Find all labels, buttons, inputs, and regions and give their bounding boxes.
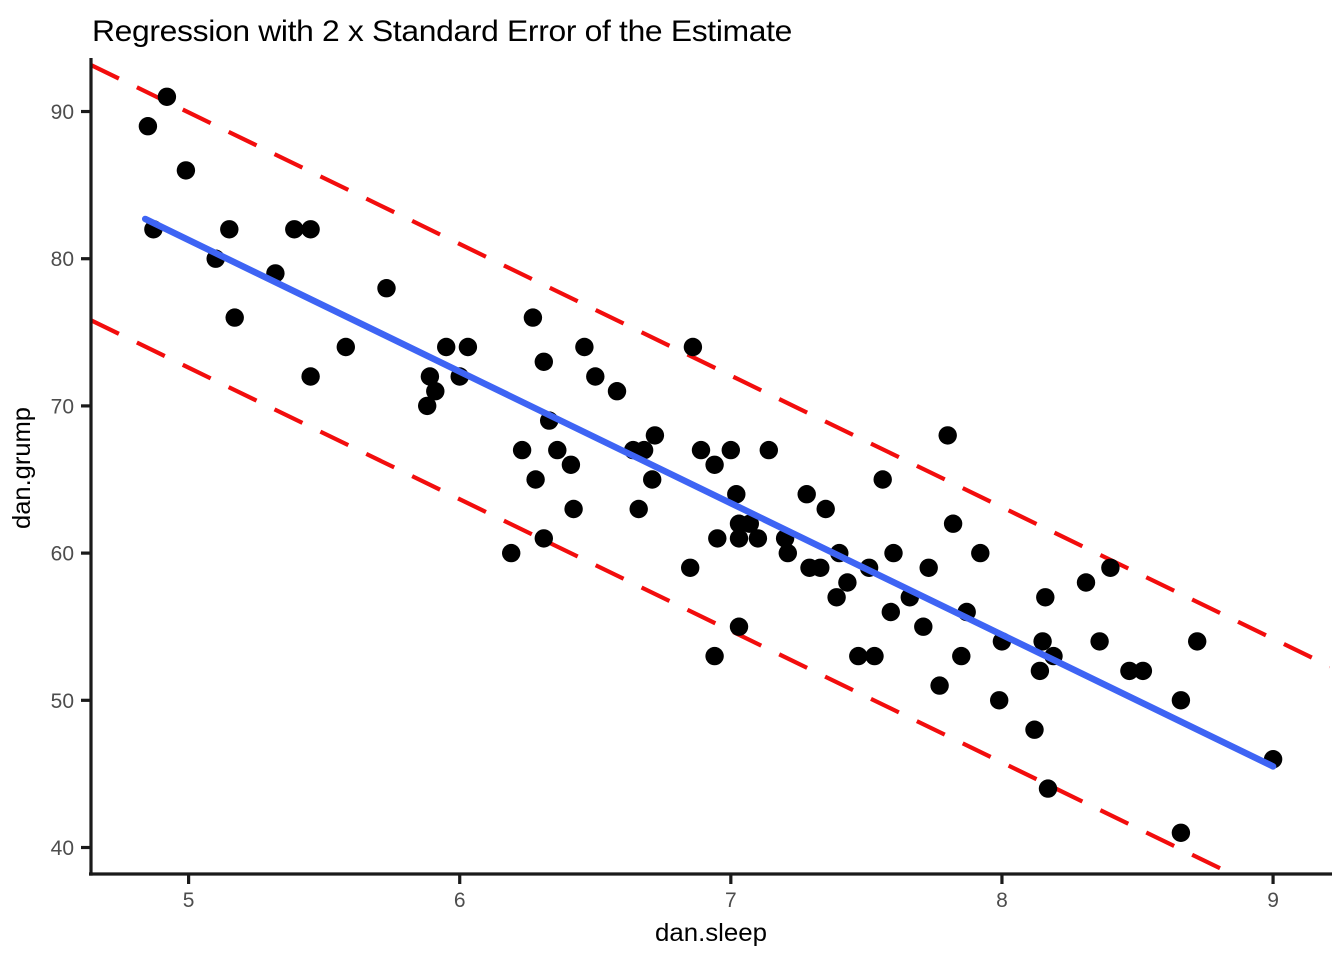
scatter-point: [301, 220, 320, 239]
y-tick-label: 70: [51, 395, 74, 418]
scatter-point: [645, 426, 665, 445]
scatter-point: [838, 573, 857, 592]
scatter-point: [1171, 823, 1191, 842]
scatter-point: [426, 382, 445, 401]
scatter-point: [534, 529, 553, 548]
scatter-point: [1025, 720, 1044, 739]
scatter-point: [952, 646, 971, 666]
y-axis-title: dan.grump: [8, 407, 36, 529]
scatter-point: [683, 337, 703, 357]
x-tick-label: 6: [454, 889, 466, 912]
x-tick-label: 9: [1267, 889, 1279, 912]
chart-title: Regression with 2 x Standard Error of th…: [92, 15, 792, 48]
scatter-point: [691, 440, 711, 460]
regression-line: [141, 215, 1277, 770]
scatter-point: [512, 440, 532, 460]
scatter-point: [816, 499, 835, 519]
scatter-point: [705, 455, 724, 474]
scatter-point: [575, 337, 594, 357]
scatter-point: [548, 440, 567, 460]
scatter-point: [561, 455, 581, 474]
scatter-point: [526, 470, 545, 489]
scatter-point: [681, 558, 700, 577]
scatter-point: [1030, 661, 1050, 681]
scatter-point: [884, 543, 903, 563]
scatter-point: [523, 308, 543, 327]
scatter-point: [607, 382, 627, 401]
scatter-point: [336, 337, 355, 357]
scatter-point: [729, 617, 749, 636]
scatter-point: [797, 485, 816, 504]
scatter-point: [1120, 661, 1139, 681]
scatter-point: [285, 220, 304, 239]
scatter-point: [138, 117, 158, 136]
scatter-point: [437, 337, 456, 357]
scatter-point: [740, 514, 759, 533]
scatter-point: [914, 617, 933, 636]
scatter-point: [564, 499, 583, 519]
plot-layer: 5 6 7 8 9 40 50 60 70 80 90: [51, 58, 1332, 912]
scatter-point: [1101, 558, 1120, 577]
scatter-point: [458, 337, 478, 357]
scatter-point: [849, 646, 868, 666]
scatter-point: [1133, 661, 1153, 681]
y-tick-label: 80: [51, 248, 74, 271]
x-tick-label: 8: [996, 889, 1008, 912]
scatter-point: [729, 529, 749, 548]
scatter-point: [301, 367, 320, 386]
scatter-point: [157, 87, 177, 107]
scatter-point: [1090, 632, 1109, 651]
x-tick-label: 5: [183, 889, 195, 912]
scatter-point: [930, 676, 949, 695]
scatter-point: [721, 440, 740, 460]
y-tick-label: 50: [51, 690, 74, 713]
scatter-point: [943, 514, 963, 533]
scatter-point: [1036, 588, 1055, 607]
scatter-point: [629, 499, 648, 519]
scatter-point: [778, 543, 797, 563]
scatter-point: [220, 220, 239, 239]
scatter-point: [759, 440, 778, 460]
scatter-point: [727, 485, 746, 504]
upper-se-band-line: [91, 63, 1330, 669]
x-tick-label: 7: [725, 889, 737, 912]
scatter-point: [534, 352, 553, 371]
scatter-point: [938, 426, 957, 445]
scatter-point: [873, 470, 892, 489]
scatter-point: [502, 543, 521, 563]
scatter-point: [377, 279, 396, 298]
scatter-point: [418, 396, 437, 416]
scatter-point: [1171, 691, 1191, 710]
x-axis-title: dan.sleep: [655, 919, 767, 947]
scatter-point: [1076, 573, 1096, 592]
scatter-point: [971, 543, 990, 563]
scatter-point: [811, 558, 830, 577]
scatter-point: [919, 558, 938, 577]
scatter-point: [705, 646, 724, 666]
y-tick-label: 90: [51, 101, 74, 124]
y-tick-label: 40: [51, 837, 74, 860]
lower-se-band-line: [91, 318, 1237, 874]
scatter-point: [643, 470, 662, 489]
scatter-point: [1033, 632, 1052, 651]
scatter-point: [865, 646, 884, 666]
scatter-point: [708, 529, 727, 548]
scatter-point: [634, 440, 654, 460]
y-tick-label: 60: [51, 543, 74, 566]
scatter-point: [586, 367, 605, 386]
scatter-point: [1188, 632, 1207, 651]
scatter-point: [176, 161, 196, 180]
scatter-point: [225, 308, 244, 327]
scatter-point: [827, 588, 846, 607]
scatter-point: [748, 529, 768, 548]
scatter-point: [420, 367, 440, 386]
scatter-point: [881, 602, 900, 622]
scatter-point: [990, 691, 1009, 710]
scatter-point: [1038, 779, 1058, 798]
